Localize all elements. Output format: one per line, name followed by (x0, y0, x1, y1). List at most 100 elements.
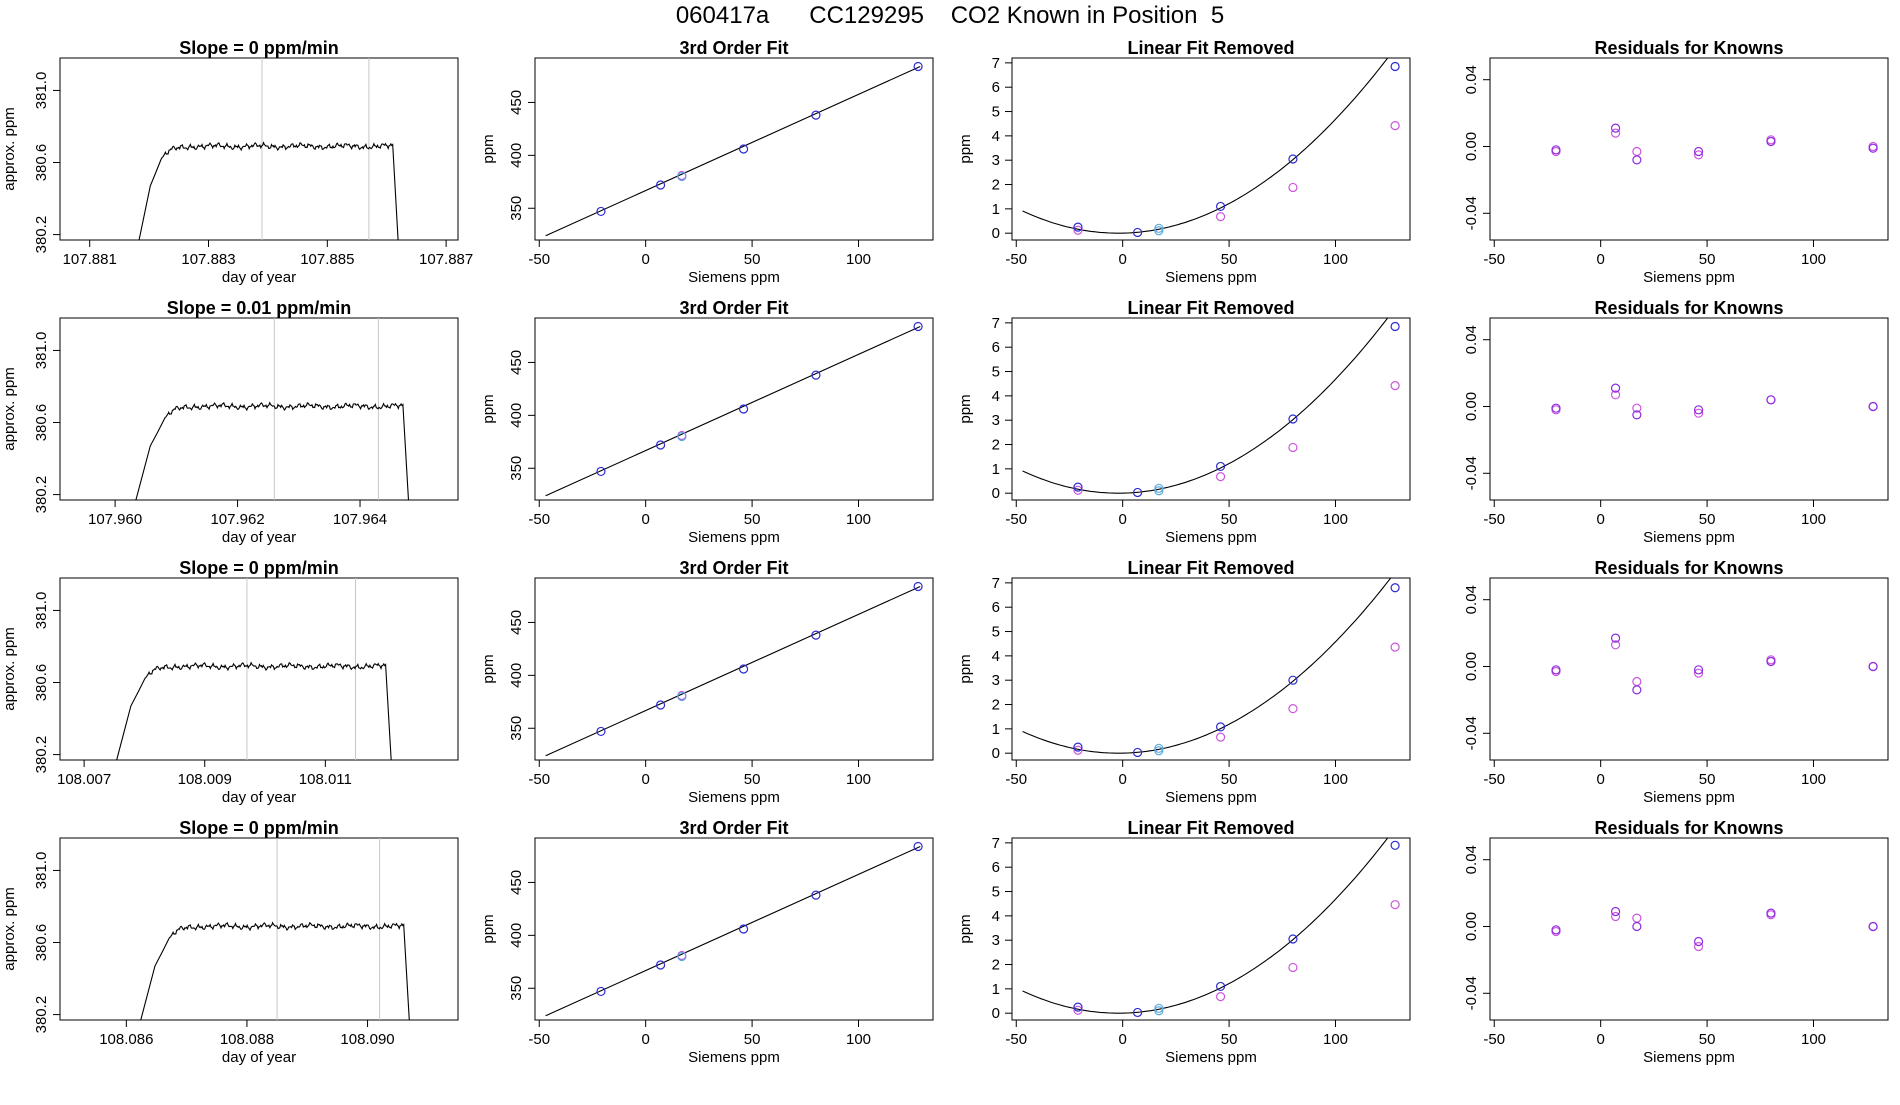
data-point-magenta (1610, 390, 1621, 400)
y-tick-label: 4 (992, 648, 1000, 665)
data-point-blue (1868, 401, 1878, 412)
data-point-blue (1766, 136, 1776, 147)
x-tick-label: 100 (1323, 1031, 1348, 1048)
y-tick-label: 380.6 (33, 144, 50, 182)
panel-title: Residuals for Knowns (1594, 38, 1783, 58)
data-point-blue (596, 986, 606, 997)
fit-line (545, 845, 921, 1017)
plot-frame (59, 57, 459, 241)
plot-area (545, 585, 921, 757)
x-tick-label: 0 (1119, 511, 1127, 528)
plot-frame (59, 317, 459, 501)
data-point-blue (596, 466, 606, 477)
data-point-magenta (1288, 704, 1298, 714)
y-tick-label: 380.2 (33, 996, 50, 1034)
x-tick-label: 50 (744, 511, 761, 528)
panel-trace-row-3: Slope = 0 ppm/min day of year approx. ppm 1… (1, 558, 459, 806)
panel-title: Linear Fit Removed (1127, 298, 1294, 318)
x-tick-label: 100 (1323, 511, 1348, 528)
data-point-blue (1551, 665, 1561, 675)
x-axis-label: Siemens ppm (1643, 1049, 1735, 1066)
plot-area (135, 318, 410, 500)
panel-title: Slope = 0 ppm/min (179, 38, 339, 58)
x-tick-label: 0 (1597, 511, 1605, 528)
data-point-blue (1693, 665, 1704, 675)
plot-area (1022, 838, 1389, 1014)
data-point-lightblue (1154, 746, 1164, 756)
data-point-blue (1288, 934, 1298, 944)
y-tick-label: 3 (992, 672, 1000, 689)
x-tick-label: 50 (744, 1031, 761, 1048)
y-tick-label: 0 (992, 225, 1000, 242)
y-tick-label: 4 (992, 908, 1000, 925)
data-point-magenta (1390, 121, 1400, 131)
data-point-blue (913, 61, 923, 72)
y-tick-label: 7 (992, 55, 1000, 72)
data-point-blue (596, 726, 606, 737)
x-tick-label: 0 (1597, 771, 1605, 788)
y-tick-label: 0 (992, 745, 1000, 762)
data-point-blue (1132, 747, 1143, 758)
panel-fit-row-2: 3rd Order Fit Siemens ppm ppm -50 0 50 100 350 4… (480, 298, 934, 546)
panel-title: 3rd Order Fit (679, 38, 788, 58)
plot-area (116, 578, 392, 760)
data-point-blue (1551, 145, 1561, 155)
x-tick-label: 50 (1699, 511, 1716, 528)
x-tick-label: 107.883 (181, 251, 235, 268)
data-point-blue (1610, 123, 1621, 133)
x-tick-label: 50 (1221, 771, 1238, 788)
plot-frame (1011, 57, 1411, 241)
y-axis-label: approx. ppm (1, 107, 18, 190)
panel-title: Residuals for Knowns (1594, 818, 1783, 838)
concentration-trace (116, 661, 392, 760)
y-tick-label: 1 (992, 721, 1000, 738)
x-axis-label: Siemens ppm (1643, 269, 1735, 286)
data-point-magenta (1632, 403, 1642, 413)
y-tick-label: 1 (992, 201, 1000, 218)
x-axis-label: day of year (222, 529, 296, 546)
data-point-lightblue (1154, 743, 1164, 753)
data-point-blue (1288, 675, 1298, 685)
x-tick-label: -50 (1483, 511, 1505, 528)
y-tick-label: 400 (508, 403, 525, 428)
x-tick-label: 107.885 (300, 251, 354, 268)
data-point-magenta (1693, 668, 1704, 678)
data-point-magenta (1390, 642, 1400, 652)
y-tick-label: 450 (508, 90, 525, 115)
x-tick-label: 108.011 (299, 771, 352, 788)
x-tick-label: 50 (1699, 1031, 1716, 1048)
y-tick-label: -0.04 (1463, 976, 1480, 1010)
x-axis-label: Siemens ppm (688, 269, 780, 286)
data-point-blue (1868, 921, 1878, 932)
x-tick-label: 107.964 (333, 511, 387, 528)
data-point-blue (1288, 154, 1298, 164)
y-tick-label: 380.2 (33, 736, 50, 774)
plot-frame (59, 577, 459, 761)
x-axis-label: Siemens ppm (688, 1049, 780, 1066)
data-point-blue (913, 841, 923, 852)
y-tick-label: 381.0 (33, 72, 50, 110)
data-point-blue (1215, 722, 1226, 732)
data-point-blue (1073, 1002, 1083, 1012)
x-tick-label: -50 (1005, 511, 1027, 528)
plot-frame (534, 57, 934, 241)
data-point-blue (738, 924, 749, 934)
x-tick-label: -50 (528, 251, 550, 268)
data-point-blue (1132, 487, 1143, 498)
y-tick-label: 381.0 (33, 852, 50, 890)
data-point-blue (1073, 482, 1083, 492)
panel-title: Linear Fit Removed (1127, 818, 1294, 838)
panel-residual-row-4: Residuals for Knowns Siemens ppm -50 0 50 100… (1463, 818, 1889, 1066)
data-point-blue (1551, 925, 1561, 935)
y-tick-label: 0.00 (1463, 652, 1480, 681)
concentration-trace (140, 921, 410, 1020)
data-point-blue (1632, 921, 1642, 932)
y-axis-label: ppm (957, 914, 974, 943)
data-point-magenta (1288, 962, 1298, 973)
x-tick-label: -50 (1483, 771, 1505, 788)
plot-frame (1489, 317, 1889, 501)
y-tick-label: 400 (508, 143, 525, 168)
data-point-lightblue (677, 171, 687, 182)
data-point-blue (1610, 633, 1621, 643)
